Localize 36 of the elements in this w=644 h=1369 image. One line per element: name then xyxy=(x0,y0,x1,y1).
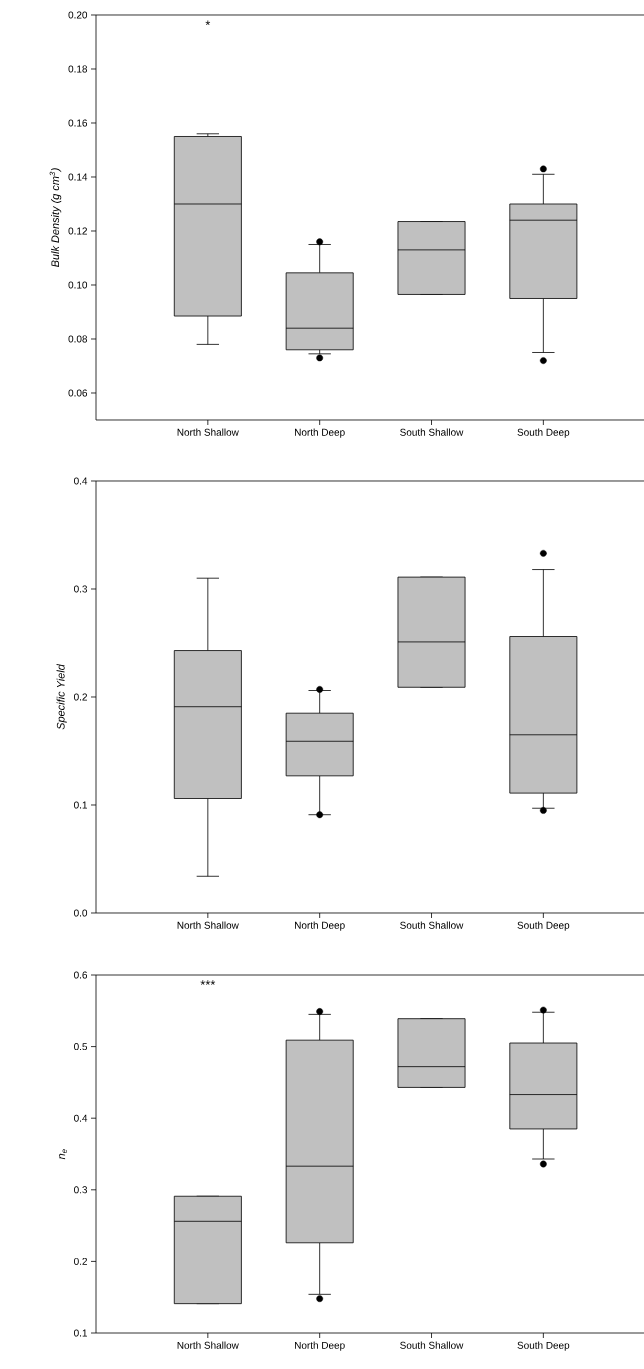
y-tick-label: 0.4 xyxy=(74,1114,88,1122)
y-axis-title: Bulk Density (g cm$^{3}$) xyxy=(49,168,62,268)
x-tick-label: South Shallow xyxy=(400,921,464,929)
x-tick-label: South Shallow xyxy=(400,1341,464,1349)
x-tick-label: North Shallow xyxy=(177,1341,239,1349)
y-tick-label: 0.18 xyxy=(68,65,88,73)
y-tick-label: 0.14 xyxy=(68,173,88,181)
y-tick-label: 0.10 xyxy=(68,281,88,289)
x-tick-label: South Deep xyxy=(517,921,570,931)
y-tick-label: 0.4 xyxy=(74,477,88,485)
x-tick-label: North Shallow xyxy=(177,428,239,436)
annotation: * xyxy=(205,20,211,26)
y-tick-label: 0.2 xyxy=(74,693,87,701)
annotation: *** xyxy=(200,980,216,985)
y-tick-label: 0.08 xyxy=(68,335,88,343)
y-tick-label: 0.20 xyxy=(68,11,88,19)
y-tick-label: 0.12 xyxy=(68,227,87,235)
x-tick-label: South Deep xyxy=(517,428,570,438)
y-tick-label: 0.1 xyxy=(74,1329,87,1337)
x-tick-label: South Deep xyxy=(517,1341,570,1351)
y-tick-label: 0.1 xyxy=(74,801,87,809)
y-tick-label: 0.16 xyxy=(68,119,88,127)
y-tick-label: 0.2 xyxy=(74,1257,87,1265)
y-axis-title: n$_{e}$ xyxy=(59,1149,67,1160)
x-tick-label: North Deep xyxy=(295,428,345,438)
y-axis-title: Specific Yield xyxy=(56,663,67,730)
x-tick-label: South Shallow xyxy=(400,428,464,436)
y-tick-label: 0.6 xyxy=(74,971,88,979)
y-tick-label: 0.06 xyxy=(68,389,88,397)
x-tick-label: North Deep xyxy=(295,921,345,931)
y-tick-label: 0.0 xyxy=(74,909,88,917)
y-tick-label: 0.5 xyxy=(74,1043,88,1051)
x-tick-label: North Shallow xyxy=(177,921,239,929)
x-tick-label: North Deep xyxy=(295,1341,345,1351)
y-tick-label: 0.3 xyxy=(74,585,88,593)
y-tick-label: 0.3 xyxy=(74,1186,88,1194)
